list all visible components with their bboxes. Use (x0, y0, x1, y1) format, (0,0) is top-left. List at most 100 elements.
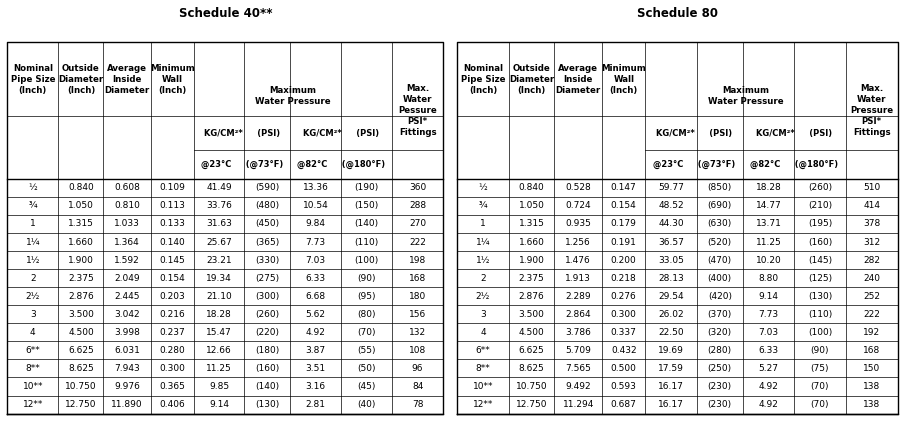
Text: (195): (195) (808, 219, 832, 228)
Text: 9.976: 9.976 (114, 382, 140, 391)
Text: 36.57: 36.57 (658, 238, 684, 246)
Text: 10.750: 10.750 (516, 382, 548, 391)
Text: 1¼: 1¼ (476, 238, 491, 246)
Text: KG/CM²*     (PSI): KG/CM²* (PSI) (303, 129, 379, 138)
Text: 0.218: 0.218 (611, 273, 636, 283)
Text: 3.786: 3.786 (566, 328, 591, 337)
Text: 4.500: 4.500 (519, 328, 545, 337)
Text: 0.237: 0.237 (159, 328, 186, 337)
Text: 18.28: 18.28 (206, 310, 232, 319)
Text: @23°C     (@73°F): @23°C (@73°F) (201, 160, 283, 169)
Text: 10**: 10** (472, 382, 493, 391)
Text: 22.50: 22.50 (658, 328, 684, 337)
Text: 192: 192 (863, 328, 881, 337)
Text: 16.17: 16.17 (658, 382, 684, 391)
Text: (50): (50) (357, 364, 376, 373)
Text: 9.84: 9.84 (306, 219, 326, 228)
Text: 0.154: 0.154 (159, 273, 186, 283)
Text: 2.445: 2.445 (114, 292, 140, 301)
Text: 1: 1 (480, 219, 486, 228)
Text: 150: 150 (863, 364, 881, 373)
Text: 2.876: 2.876 (519, 292, 545, 301)
Text: (260): (260) (255, 310, 280, 319)
Text: Average
Inside
Diameter: Average Inside Diameter (556, 64, 601, 95)
Text: (300): (300) (255, 292, 280, 301)
Text: (400): (400) (708, 273, 732, 283)
Text: ½: ½ (479, 184, 487, 192)
Text: (110): (110) (354, 238, 378, 246)
Text: 11.25: 11.25 (206, 364, 232, 373)
Text: @82°C     (@180°F): @82°C (@180°F) (750, 160, 838, 169)
Text: 31.63: 31.63 (206, 219, 232, 228)
Text: (100): (100) (808, 328, 832, 337)
Text: 4.500: 4.500 (68, 328, 94, 337)
Text: (145): (145) (808, 256, 832, 265)
Text: 288: 288 (409, 201, 426, 211)
Text: 282: 282 (863, 256, 881, 265)
Text: 5.27: 5.27 (758, 364, 778, 373)
Text: 0.840: 0.840 (68, 184, 94, 192)
Text: (850): (850) (708, 184, 732, 192)
Text: (180): (180) (255, 346, 280, 355)
Text: 9.14: 9.14 (758, 292, 778, 301)
Text: 2: 2 (30, 273, 35, 283)
Text: 10.54: 10.54 (303, 201, 329, 211)
Text: (75): (75) (811, 364, 829, 373)
Text: Outside
Diameter
(Inch): Outside Diameter (Inch) (58, 64, 103, 95)
Text: 10.20: 10.20 (756, 256, 782, 265)
Text: 6.33: 6.33 (306, 273, 326, 283)
Text: 21.10: 21.10 (206, 292, 232, 301)
Text: Max.
Water
Pessure
PSI*
Fittings: Max. Water Pessure PSI* Fittings (398, 84, 437, 137)
Text: 3.51: 3.51 (306, 364, 326, 373)
Text: (150): (150) (354, 201, 378, 211)
Text: (80): (80) (357, 310, 376, 319)
Text: 11.890: 11.890 (111, 400, 143, 409)
Text: 6**: 6** (25, 346, 40, 355)
Text: 7.03: 7.03 (306, 256, 326, 265)
Text: 1.660: 1.660 (68, 238, 94, 246)
Text: (110): (110) (808, 310, 832, 319)
Text: 3.500: 3.500 (519, 310, 545, 319)
Text: 8.625: 8.625 (519, 364, 545, 373)
Text: 15.47: 15.47 (206, 328, 232, 337)
Text: 6.625: 6.625 (519, 346, 545, 355)
Text: (160): (160) (255, 364, 280, 373)
Text: (250): (250) (708, 364, 732, 373)
Text: (70): (70) (811, 400, 829, 409)
Text: 2.049: 2.049 (114, 273, 140, 283)
Text: 19.34: 19.34 (206, 273, 232, 283)
Text: 0.432: 0.432 (611, 346, 636, 355)
Text: 360: 360 (409, 184, 426, 192)
Text: 0.109: 0.109 (159, 184, 186, 192)
Text: (130): (130) (808, 292, 832, 301)
Text: 6.68: 6.68 (306, 292, 326, 301)
Text: (140): (140) (355, 219, 378, 228)
Text: 414: 414 (863, 201, 881, 211)
Text: (450): (450) (255, 219, 280, 228)
Text: 312: 312 (863, 238, 881, 246)
Text: 3.998: 3.998 (114, 328, 140, 337)
Text: 222: 222 (409, 238, 426, 246)
Text: 0.608: 0.608 (114, 184, 140, 192)
Text: Nominal
Pipe Size
(Inch): Nominal Pipe Size (Inch) (461, 64, 505, 95)
Text: (320): (320) (708, 328, 732, 337)
Text: 26.02: 26.02 (658, 310, 684, 319)
Text: (90): (90) (357, 273, 376, 283)
Text: 138: 138 (863, 382, 881, 391)
Text: 11.294: 11.294 (563, 400, 594, 409)
Text: 0.191: 0.191 (611, 238, 637, 246)
Text: 1.256: 1.256 (566, 238, 591, 246)
Text: 3: 3 (480, 310, 486, 319)
Text: 0.724: 0.724 (566, 201, 591, 211)
Text: 7.73: 7.73 (758, 310, 778, 319)
Text: (365): (365) (255, 238, 280, 246)
Text: (420): (420) (708, 292, 732, 301)
Text: 0.687: 0.687 (611, 400, 637, 409)
Text: 1.315: 1.315 (519, 219, 545, 228)
Text: 1.900: 1.900 (519, 256, 545, 265)
Text: (280): (280) (708, 346, 732, 355)
Text: 10**: 10** (23, 382, 43, 391)
Text: 28.13: 28.13 (658, 273, 684, 283)
Text: (480): (480) (255, 201, 280, 211)
Text: 59.77: 59.77 (658, 184, 684, 192)
